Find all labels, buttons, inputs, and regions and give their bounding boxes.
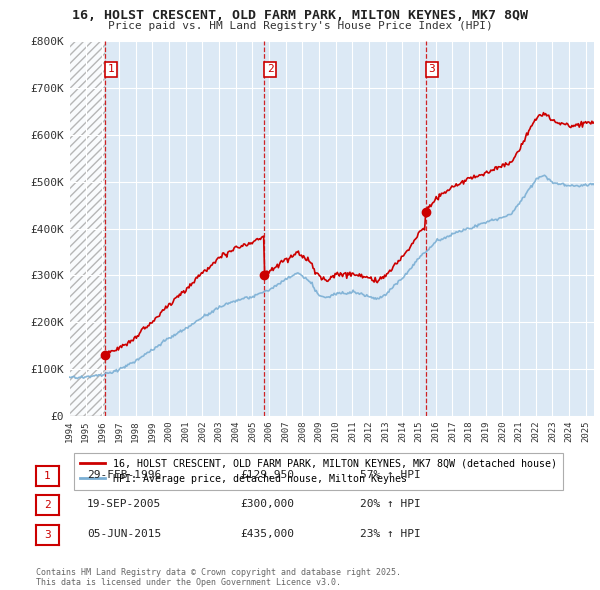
Text: 2: 2 [44,500,51,510]
Line: HPI: Average price, detached house, Milton Keynes: HPI: Average price, detached house, Milt… [69,175,594,379]
Text: £129,950: £129,950 [240,470,294,480]
Text: 29-FEB-1996: 29-FEB-1996 [87,470,161,480]
Text: 1: 1 [44,471,51,480]
16, HOLST CRESCENT, OLD FARM PARK, MILTON KEYNES, MK7 8QW (detached house) [590,119,598,126]
16, HOLST CRESCENT, OLD FARM PARK, MILTON KEYNES, MK7 8QW (detached house) [540,109,547,116]
HPI: Average price, detached house, Milton Keynes: (2.02e+03, 5.14e+05): Average price, detached house, Milton Ke… [541,172,548,179]
Text: Contains HM Land Registry data © Crown copyright and database right 2025.
This d: Contains HM Land Registry data © Crown c… [36,568,401,587]
Line: 16, HOLST CRESCENT, OLD FARM PARK, MILTON KEYNES, MK7 8QW (detached house): 16, HOLST CRESCENT, OLD FARM PARK, MILTO… [106,113,594,355]
Bar [69,41,105,416]
Text: 3: 3 [428,64,436,74]
Text: 23% ↑ HPI: 23% ↑ HPI [360,529,421,539]
Text: 05-JUN-2015: 05-JUN-2015 [87,529,161,539]
Legend: 16, HOLST CRESCENT, OLD FARM PARK, MILTON KEYNES, MK7 8QW (detached house), HPI:: 16, HOLST CRESCENT, OLD FARM PARK, MILTO… [74,453,563,490]
Text: 57% ↑ HPI: 57% ↑ HPI [360,470,421,480]
Text: 3: 3 [44,530,51,539]
HPI: Average price, detached house, Milton Keynes: (2.01e+03, 2.57e+05): Average price, detached house, Milton Ke… [316,292,323,299]
16, HOLST CRESCENT, OLD FARM PARK, MILTON KEYNES, MK7 8QW (detached house) [136,330,143,337]
HPI: Average price, detached house, Milton Keynes: (1.99e+03, 8.31e+04): Average price, detached house, Milton Ke… [65,373,73,381]
16, HOLST CRESCENT, OLD FARM PARK, MILTON KEYNES, MK7 8QW (detached house) [553,119,560,126]
Text: 20% ↑ HPI: 20% ↑ HPI [360,500,421,509]
HPI: Average price, detached house, Milton Keynes: (2.02e+03, 4.23e+05): Average price, detached house, Milton Ke… [497,214,504,221]
Text: Price paid vs. HM Land Registry's House Price Index (HPI): Price paid vs. HM Land Registry's House … [107,21,493,31]
HPI: Average price, detached house, Milton Keynes: (2.01e+03, 2.65e+05): Average price, detached house, Milton Ke… [350,289,358,296]
16, HOLST CRESCENT, OLD FARM PARK, MILTON KEYNES, MK7 8QW (detached house) [222,251,229,258]
16, HOLST CRESCENT, OLD FARM PARK, MILTON KEYNES, MK7 8QW (detached house) [102,352,109,359]
HPI: Average price, detached house, Milton Keynes: (1.99e+03, 7.98e+04): Average price, detached house, Milton Ke… [74,375,81,382]
HPI: Average price, detached house, Milton Keynes: (2.03e+03, 4.94e+05): Average price, detached house, Milton Ke… [590,181,598,188]
Text: £435,000: £435,000 [240,529,294,539]
Text: 1: 1 [107,64,115,74]
Text: 16, HOLST CRESCENT, OLD FARM PARK, MILTON KEYNES, MK7 8QW: 16, HOLST CRESCENT, OLD FARM PARK, MILTO… [72,9,528,22]
Text: £300,000: £300,000 [240,500,294,509]
Text: 19-SEP-2005: 19-SEP-2005 [87,500,161,509]
HPI: Average price, detached house, Milton Keynes: (2.01e+03, 2.55e+05): Average price, detached house, Milton Ke… [319,293,326,300]
Text: 2: 2 [267,64,274,74]
16, HOLST CRESCENT, OLD FARM PARK, MILTON KEYNES, MK7 8QW (detached house) [206,264,214,271]
HPI: Average price, detached house, Milton Keynes: (2.01e+03, 2.55e+05): Average price, detached house, Milton Ke… [379,293,386,300]
16, HOLST CRESCENT, OLD FARM PARK, MILTON KEYNES, MK7 8QW (detached house) [452,182,459,189]
16, HOLST CRESCENT, OLD FARM PARK, MILTON KEYNES, MK7 8QW (detached house) [117,342,124,349]
HPI: Average price, detached house, Milton Keynes: (2.02e+03, 4.94e+05): Average price, detached house, Milton Ke… [580,181,587,188]
